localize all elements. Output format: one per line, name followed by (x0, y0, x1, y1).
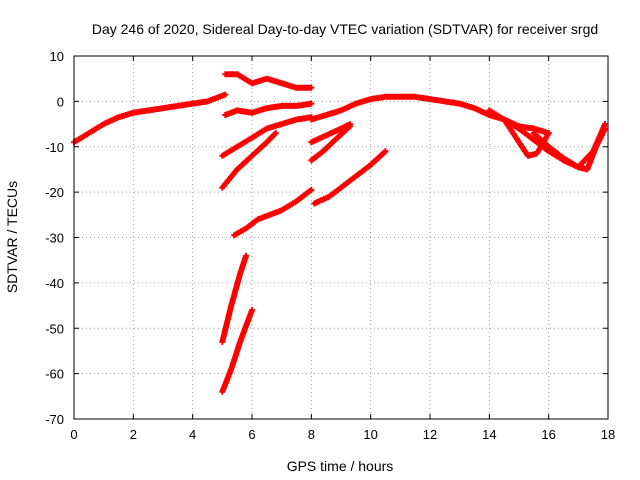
y-axis-title: SDTVAR / TECUs (4, 181, 20, 293)
series-markers (530, 125, 608, 173)
x-tick-label: 0 (70, 427, 77, 442)
x-tick-label: 8 (308, 427, 315, 442)
y-tick-label: -60 (45, 367, 64, 382)
series-arc-10 (308, 123, 353, 164)
series-markers (219, 130, 279, 191)
x-tick-label: 4 (189, 427, 196, 442)
x-axis-title: GPS time / hours (287, 458, 394, 474)
x-tick-label: 16 (541, 427, 555, 442)
series-arc-7 (219, 252, 250, 345)
series-arc-5 (219, 130, 279, 191)
y-tick-label: -70 (45, 412, 64, 427)
y-tick-label: -30 (45, 231, 64, 246)
axis-ticks: 0 2 4 6 8 10 12 14 16 18 10 0 -10 -20 -30 -40 -50 -60 -70 (45, 49, 615, 442)
series-arc-15 (530, 125, 608, 173)
series-markers (231, 186, 315, 239)
series-arc-6 (231, 186, 315, 239)
y-tick-label: 10 (50, 49, 64, 64)
series-arc-4 (219, 114, 315, 159)
series-arc-11 (311, 148, 389, 207)
series-markers (308, 123, 353, 164)
x-tick-label: 6 (248, 427, 255, 442)
x-tick-label: 18 (601, 427, 615, 442)
series-markers (222, 100, 315, 118)
series-markers (311, 148, 389, 207)
series-markers (219, 252, 250, 345)
y-tick-label: -20 (45, 185, 64, 200)
series-arc-3 (222, 100, 315, 118)
x-tick-label: 10 (363, 427, 377, 442)
x-tick-label: 2 (130, 427, 137, 442)
y-tick-label: -10 (45, 140, 64, 155)
y-tick-label: -50 (45, 321, 64, 336)
x-tick-label: 14 (482, 427, 496, 442)
series-markers (222, 71, 315, 91)
y-tick-label: 0 (57, 94, 64, 109)
series-arc-2 (222, 71, 315, 91)
y-tick-label: -40 (45, 276, 64, 291)
series-markers (71, 91, 229, 146)
x-tick-label: 12 (423, 427, 437, 442)
series-arc-1 (71, 91, 229, 146)
series-markers (219, 114, 315, 159)
series-arc-8 (219, 307, 255, 395)
data-points (71, 71, 608, 395)
chart-title: Day 246 of 2020, Sidereal Day-to-day VTE… (92, 21, 598, 37)
series-markers (219, 307, 255, 395)
